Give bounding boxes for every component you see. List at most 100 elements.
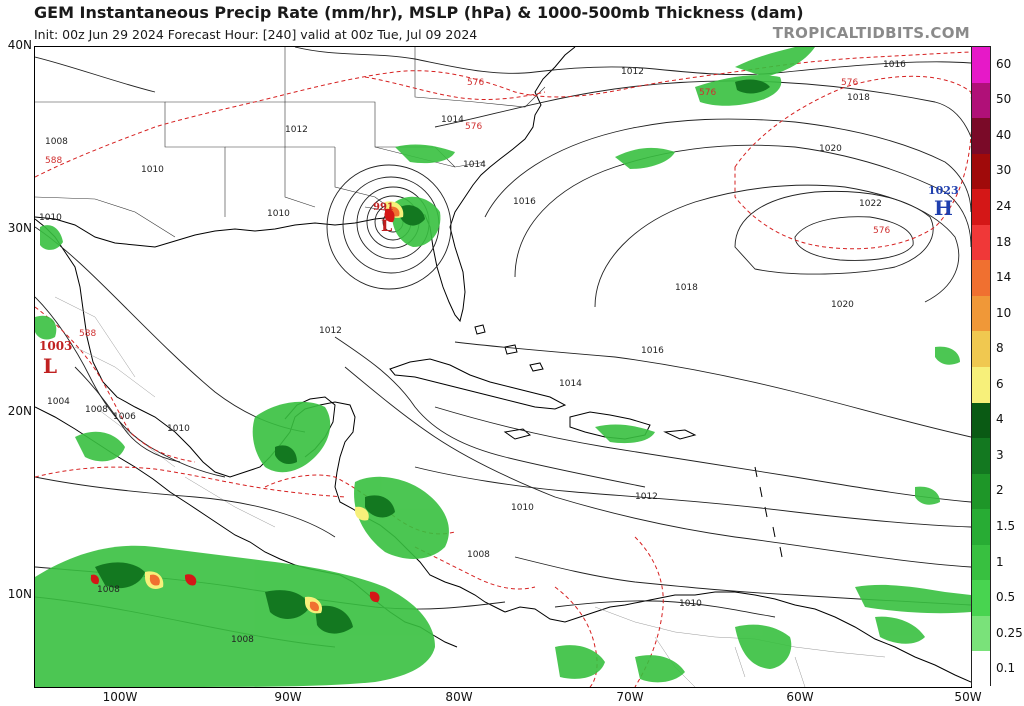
colorbar-segment	[972, 118, 990, 155]
precip-colorbar	[971, 46, 991, 688]
colorbar-segment	[972, 402, 990, 439]
isobar-label: 1004	[47, 397, 70, 407]
colorbar-label: 1.5	[996, 519, 1016, 533]
isobar-label: 1018	[675, 283, 698, 293]
thickness-label: 576	[873, 226, 890, 236]
isobar-labels: 1012 1014 1016 1018 1020 1022 1014 1012 …	[39, 60, 906, 645]
colorbar-label: 40	[996, 127, 1012, 142]
isobar-label: 1014	[441, 115, 464, 125]
thickness-label: 588	[79, 329, 96, 339]
colorbar-label: 0.1	[996, 661, 1016, 676]
isobar-label: 1010	[679, 599, 702, 609]
isobar-label: 1010	[141, 165, 164, 175]
precip-areas	[35, 47, 971, 687]
isobar-label: 1016	[513, 197, 536, 207]
high-pressure-center: 1023 H	[928, 184, 959, 220]
colorbar-segment	[972, 509, 990, 546]
lon-label-80w: 80W	[445, 690, 473, 704]
isobar-label: 1020	[831, 300, 854, 310]
isobar-label: 1006	[113, 412, 136, 422]
colorbar-segment	[972, 224, 990, 261]
isobar-label: 1010	[267, 209, 290, 219]
colorbar-label: 10	[996, 305, 1012, 320]
isobar-label: 1010	[511, 503, 534, 513]
isobar-label: 1012	[621, 67, 644, 77]
isobar-label: 1008	[85, 405, 108, 415]
colorbar-segment	[972, 367, 990, 404]
borders	[35, 47, 546, 238]
isobar-label: 1008	[231, 635, 254, 645]
forecast-info: Init: 00z Jun 29 2024 Forecast Hour: [24…	[34, 27, 478, 42]
low-pressure-value: 991	[373, 202, 394, 213]
colorbar-label: 3	[996, 447, 1004, 462]
thickness-label: 576	[841, 78, 858, 88]
colorbar-segment	[972, 331, 990, 368]
isobar-label: 1008	[45, 137, 68, 147]
coastlines	[35, 47, 971, 683]
low-pressure-letter: L	[381, 216, 392, 235]
colorbar-segment	[972, 47, 990, 84]
map-title: GEM Instantaneous Precip Rate (mm/hr), M…	[34, 3, 804, 22]
thickness-lines	[35, 51, 971, 687]
colorbar-label: 1	[996, 554, 1004, 569]
lon-label-60w: 60W	[786, 690, 814, 704]
isobar-label: 1010	[39, 213, 62, 223]
colorbar-segment	[972, 260, 990, 297]
colorbar-label: 14	[996, 270, 1012, 285]
colorbar-label: 0.5	[996, 590, 1016, 605]
thickness-label: 576	[699, 88, 716, 98]
thickness-label: 576	[465, 122, 482, 132]
colorbar-label: 24	[996, 199, 1012, 213]
isobar-label: 1018	[847, 93, 870, 103]
colorbar-segment	[972, 295, 990, 332]
isobar-label: 1012	[635, 492, 658, 502]
isobar-label: 1008	[97, 585, 120, 595]
colorbar-label: 18	[996, 234, 1012, 249]
isobar-label: 1012	[285, 125, 308, 135]
high-pressure-value: 1023	[928, 184, 959, 197]
colorbar-segment	[972, 438, 990, 475]
isobar-label: 1010	[167, 424, 190, 434]
colorbar-segment	[972, 189, 990, 226]
lat-label-10n: 10N	[7, 587, 32, 601]
isobar-label: 1012	[319, 326, 342, 336]
thickness-labels: 576 576 576 576 588 588 576	[45, 78, 890, 339]
colorbar-label: 6	[996, 376, 1004, 391]
lon-label-100w: 100W	[102, 690, 138, 704]
lat-label-20n: 20N	[7, 404, 32, 418]
site-brand: TROPICALTIDBITS.COM	[772, 24, 970, 42]
low-pressure-value: 1003	[39, 339, 72, 353]
colorbar-label: 4	[996, 412, 1004, 427]
colorbar-label: 60	[996, 56, 1012, 71]
high-pressure-letter: H	[934, 196, 953, 220]
isobar-label: 1014	[463, 160, 486, 170]
low-pressure-center-gulf: 991 L	[373, 202, 394, 235]
isobar-label: 1014	[559, 379, 582, 389]
map-canvas: 1012 1014 1016 1018 1020 1022 1014 1012 …	[35, 47, 971, 687]
lon-label-70w: 70W	[616, 690, 644, 704]
isobar-label: 1022	[859, 199, 882, 209]
colorbar-segment	[972, 153, 990, 190]
low-pressure-letter: L	[43, 354, 57, 378]
isobar-label: 1016	[883, 60, 906, 70]
colorbar-label: 30	[996, 163, 1012, 178]
colorbar-segment	[972, 651, 990, 688]
colorbar-label: 2	[996, 483, 1004, 498]
colorbar-label: 8	[996, 341, 1004, 356]
thickness-label: 576	[467, 78, 484, 88]
lon-label-90w: 90W	[274, 690, 302, 704]
thickness-label: 588	[45, 156, 62, 166]
colorbar-segment	[972, 473, 990, 510]
colorbar-label: 50	[996, 92, 1012, 107]
low-pressure-center-mexico: 1003 L	[39, 339, 72, 378]
isobar-label: 1020	[819, 144, 842, 154]
lat-label-40n: 40N	[7, 38, 32, 52]
lat-label-30n: 30N	[7, 221, 32, 235]
weather-map[interactable]: 1012 1014 1016 1018 1020 1022 1014 1012 …	[34, 46, 972, 688]
colorbar-segment	[972, 615, 990, 652]
isobar-label: 1008	[467, 550, 490, 560]
isobar-label: 1016	[641, 346, 664, 356]
colorbar-segment	[972, 580, 990, 617]
colorbar-segment	[972, 82, 990, 119]
colorbar-label: 0.25	[996, 625, 1023, 640]
